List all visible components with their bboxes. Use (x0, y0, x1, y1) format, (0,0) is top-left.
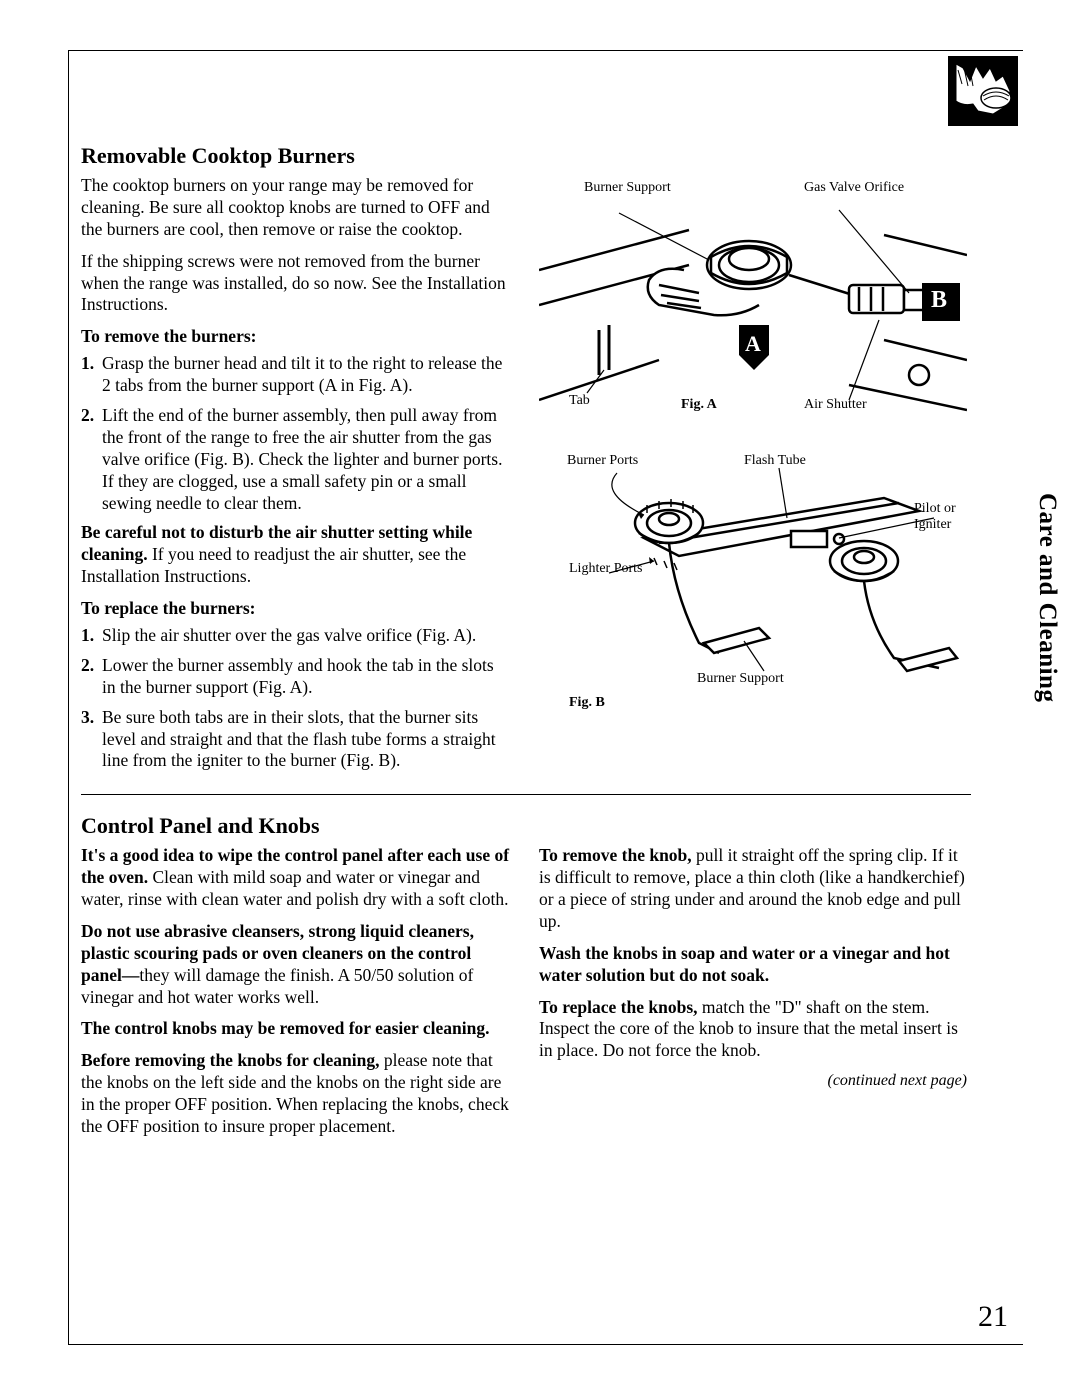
figa-label-gas-valve: Gas Valve Orifice (804, 180, 904, 196)
section1-columns: The cooktop burners on your range may be… (81, 175, 971, 780)
page-number: 21 (978, 1300, 1008, 1334)
figure-a-svg (539, 175, 967, 435)
s2-p7: To replace the knobs, match the "D" shaf… (539, 997, 967, 1063)
section2-columns: It's a good idea to wipe the control pan… (81, 845, 971, 1148)
figb-label-flash-tube: Flash Tube (744, 453, 806, 469)
page-frame: Care and Cleaning Removable Cooktop Burn… (68, 50, 1023, 1345)
figb-label-pilot: Pilot or Igniter (914, 501, 969, 533)
s2-p4: Before removing the knobs for cleaning, … (81, 1050, 511, 1138)
figb-label-lighter-ports: Lighter Ports (569, 561, 643, 577)
s1-intro1: The cooktop burners on your range may be… (81, 175, 511, 241)
figa-marker-b: B (931, 287, 947, 314)
caution-para: Be careful not to disturb the air shutte… (81, 522, 511, 588)
s2-p7-bold: To replace the knobs, (539, 997, 698, 1017)
figure-b: Burner Ports Flash Tube Lighter Ports Pi… (539, 443, 967, 723)
content-area: Removable Cooktop Burners The cooktop bu… (69, 51, 1023, 1148)
s2-p2: Do not use abrasive cleansers, strong li… (81, 921, 511, 1009)
replace-head: To replace the burners: (81, 598, 511, 619)
s2-p4-bold: Before removing the knobs for cleaning, (81, 1050, 379, 1070)
section-divider (81, 794, 971, 795)
remove-steps-list: Grasp the burner head and tilt it to the… (81, 353, 511, 514)
section2-left-col: It's a good idea to wipe the control pan… (81, 845, 511, 1148)
figa-label-tab: Tab (569, 393, 590, 409)
figb-label-burner-ports: Burner Ports (567, 453, 638, 469)
replace-step: Be sure both tabs are in their slots, th… (81, 707, 511, 773)
s1-intro2: If the shipping screws were not removed … (81, 251, 511, 317)
section2-right-col: To remove the knob, pull it straight off… (539, 845, 967, 1148)
s2-p6: Wash the knobs in soap and water or a vi… (539, 943, 967, 987)
s2-p5-bold: To remove the knob, (539, 845, 692, 865)
replace-step: Slip the air shutter over the gas valve … (81, 625, 511, 647)
figa-marker-a: A (745, 331, 761, 357)
figb-caption: Fig. B (569, 695, 605, 711)
s2-p5: To remove the knob, pull it straight off… (539, 845, 967, 933)
remove-step: Grasp the burner head and tilt it to the… (81, 353, 511, 397)
remove-head: To remove the burners: (81, 326, 511, 347)
s2-p2-rest: they will damage the finish. A 50/50 sol… (81, 965, 473, 1007)
figa-label-air-shutter: Air Shutter (804, 397, 867, 413)
section1-right-col: Burner Support Gas Valve Orifice Tab Fig… (539, 175, 967, 780)
figa-label-burner-support: Burner Support (584, 180, 671, 196)
section1-heading: Removable Cooktop Burners (81, 143, 971, 169)
section2-heading: Control Panel and Knobs (81, 813, 971, 839)
figure-a: Burner Support Gas Valve Orifice Tab Fig… (539, 175, 967, 435)
sponge-hand-icon (948, 56, 1018, 126)
s2-p1: It's a good idea to wipe the control pan… (81, 845, 511, 911)
figa-caption: Fig. A (681, 397, 717, 413)
remove-step: Lift the end of the burner assembly, the… (81, 405, 511, 514)
section1-left-col: The cooktop burners on your range may be… (81, 175, 511, 780)
replace-step: Lower the burner assembly and hook the t… (81, 655, 511, 699)
figb-label-burner-support: Burner Support (697, 671, 784, 687)
replace-steps-list: Slip the air shutter over the gas valve … (81, 625, 511, 772)
s2-p3: The control knobs may be removed for eas… (81, 1018, 511, 1040)
continued-note: (continued next page) (539, 1072, 967, 1090)
side-tab: Care and Cleaning (1033, 493, 1061, 702)
